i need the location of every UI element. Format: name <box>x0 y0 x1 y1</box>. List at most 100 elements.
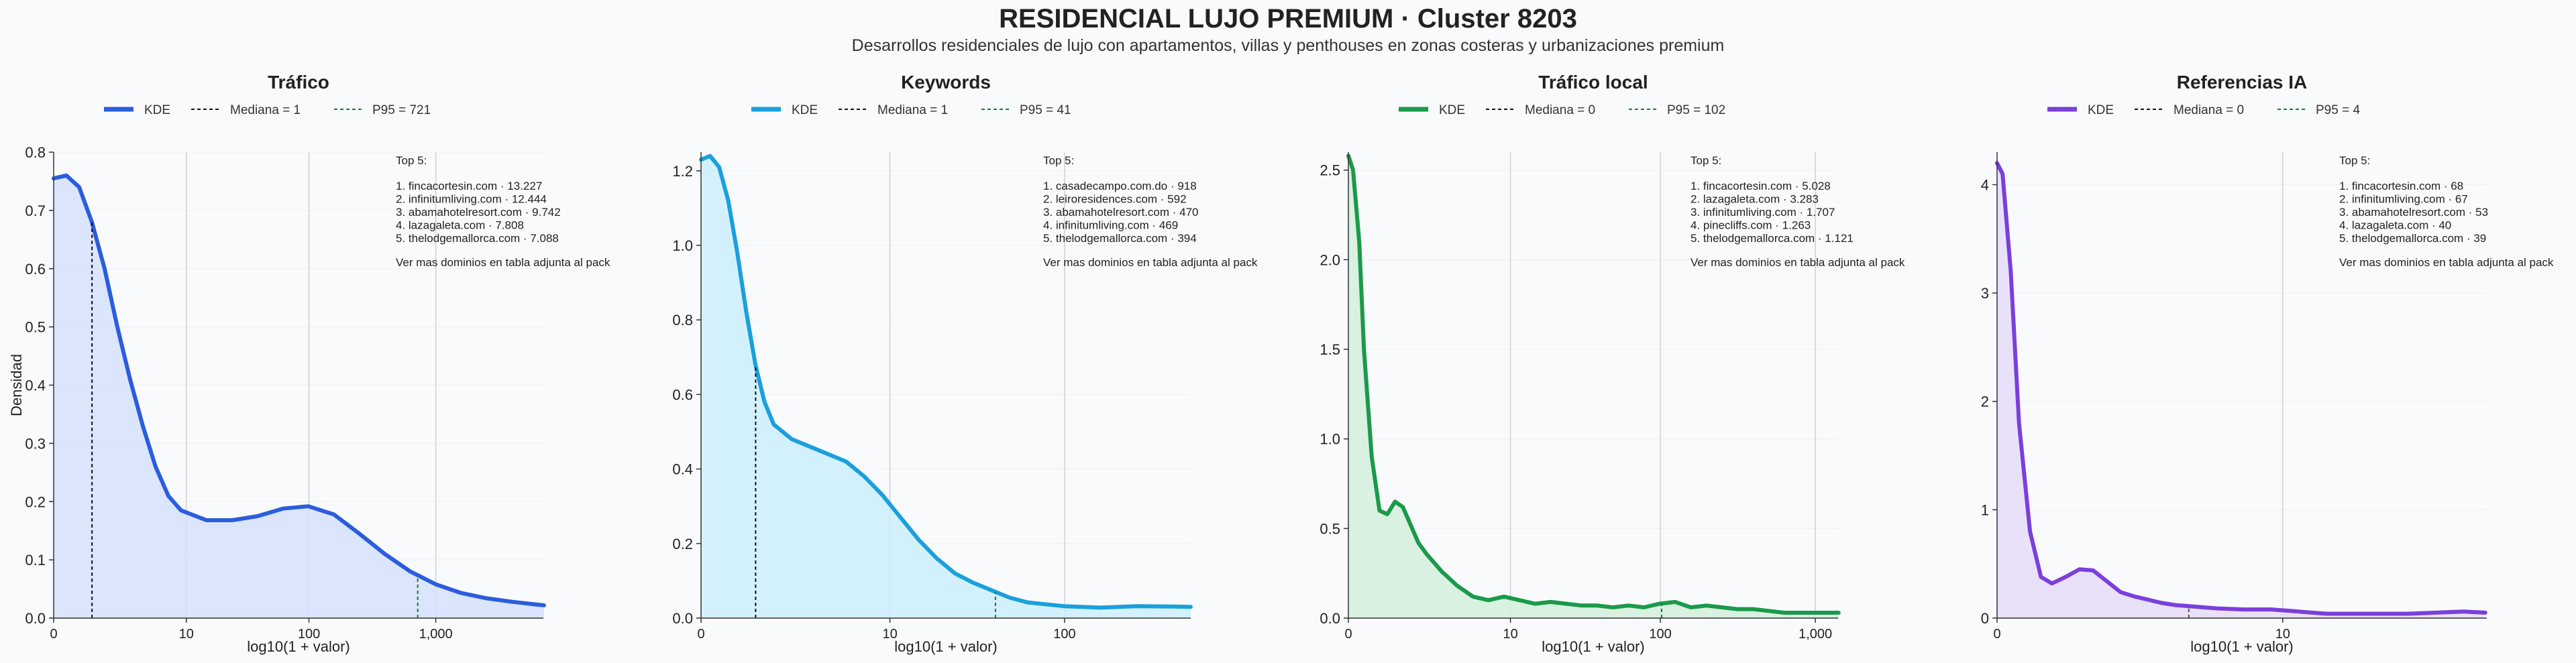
y-tick-label: 0.0 <box>672 610 693 627</box>
y-tick-label: 4 <box>1981 176 1989 193</box>
y-tick-label: 1.5 <box>1320 341 1340 358</box>
x-tick-label: 0 <box>1344 627 1352 642</box>
x-tick-label: 100 <box>1649 627 1671 642</box>
x-tick-label: 10 <box>1503 627 1517 642</box>
x-tick-label: 10 <box>2275 627 2290 642</box>
y-tick-label: 0.2 <box>25 493 46 510</box>
top5-heading: Top 5: <box>396 154 427 167</box>
kde-line <box>699 154 1193 610</box>
top5-footer-note: Ver mas dominios en tabla adjunta al pac… <box>1690 256 1905 269</box>
page-title: RESIDENCIAL LUJO PREMIUM · Cluster 8203 <box>999 4 1577 34</box>
top5-item: 2. infinitumliving.com · 12.444 <box>396 193 547 206</box>
legend-median-label: Mediana = 1 <box>230 103 301 117</box>
chart-panel-2: Keywords KDE Mediana = 1 P95 = 41 0.0 0.2 0.4 0… <box>672 72 1258 655</box>
kde-area <box>701 156 1191 619</box>
y-tick-label: 0.0 <box>25 610 46 627</box>
x-tick-label: 100 <box>298 627 320 642</box>
x-tick-label: 1,000 <box>419 627 453 642</box>
kde-line <box>52 173 546 607</box>
legend-p95-label: P95 = 102 <box>1667 103 1725 117</box>
legend-kde-label: KDE <box>2088 103 2114 117</box>
chart-legend: KDE Mediana = 1 P95 = 721 <box>104 103 431 117</box>
y-tick-label: 1 <box>1981 501 1989 518</box>
top5-heading: Top 5: <box>2339 154 2370 167</box>
x-axis-label: log10(1 + valor) <box>2190 638 2293 655</box>
legend-p95-label: P95 = 4 <box>2316 103 2360 117</box>
x-axis-label: log10(1 + valor) <box>894 638 997 655</box>
x-axis-label: log10(1 + valor) <box>1542 638 1644 655</box>
legend-p95-label: P95 = 721 <box>372 103 431 117</box>
y-tick-label: 2.5 <box>1320 162 1340 179</box>
chart-panel-1: Tráfico KDE Mediana = 1 P95 = 721 0.0 0.1 0.2 0… <box>8 72 610 655</box>
chart-panel-4: Referencias IA KDE Mediana = 0 P95 = 4 0 1 2 3 4… <box>1981 72 2554 655</box>
chart-title: Tráfico <box>268 72 329 93</box>
plot-area <box>1348 152 1838 618</box>
top5-item: 4. lazagaleta.com · 40 <box>2339 219 2451 232</box>
y-tick-label: 1.2 <box>672 163 693 180</box>
top5-heading: Top 5: <box>1690 154 1721 167</box>
chart-legend: KDE Mediana = 0 P95 = 102 <box>1399 103 1725 117</box>
legend-median-label: Mediana = 1 <box>877 103 948 117</box>
x-tick-label: 100 <box>1053 627 1075 642</box>
y-tick-label: 1.0 <box>672 237 693 254</box>
x-tick-label: 0 <box>697 627 704 642</box>
legend-median-label: Mediana = 0 <box>2174 103 2244 117</box>
top5-item: 1. casadecampo.com.do · 918 <box>1043 180 1197 192</box>
y-tick-label: 1.0 <box>1320 431 1340 448</box>
top5-item: 4. pinecliffs.com · 1.263 <box>1690 219 1811 232</box>
legend-kde-label: KDE <box>144 103 170 117</box>
y-tick-label: 0.3 <box>25 435 46 452</box>
y-tick-label: 0.1 <box>25 552 46 568</box>
top5-item: 2. leiroresidences.com · 592 <box>1043 193 1187 206</box>
y-tick-label: 0.7 <box>25 202 46 219</box>
y-tick-label: 0 <box>1981 610 1989 627</box>
y-tick-label: 0.4 <box>25 377 46 394</box>
chart-title: Referencias IA <box>2177 72 2308 93</box>
plot-area <box>1997 152 2487 618</box>
top5-item: 3. abamahotelresort.com · 470 <box>1043 206 1199 219</box>
kde-line <box>1995 161 2487 616</box>
top5-item: 3. abamahotelresort.com · 53 <box>2339 206 2488 219</box>
top5-item: 1. fincacortesin.com · 5.028 <box>1690 180 1831 192</box>
y-tick-label: 2 <box>1981 394 1989 410</box>
y-tick-label: 0.2 <box>672 536 693 552</box>
y-tick-label: 0.6 <box>25 261 46 278</box>
y-tick-label: 0.5 <box>1320 520 1340 537</box>
y-tick-label: 0.8 <box>672 312 693 328</box>
top5-item: 2. infinitumliving.com · 67 <box>2339 193 2468 206</box>
top5-item: 4. lazagaleta.com · 7.808 <box>396 219 524 232</box>
top5-footer-note: Ver mas dominios en tabla adjunta al pac… <box>1043 256 1258 269</box>
top5-annotation: Top 5: 1. fincacortesin.com · 682. infini… <box>2339 154 2554 269</box>
x-tick-label: 1,000 <box>1799 627 1832 642</box>
chart-panel-3: Tráfico local KDE Mediana = 0 P95 = 102 0.0 0… <box>1320 72 1905 655</box>
y-tick-label: 0.8 <box>25 144 46 161</box>
legend-kde-label: KDE <box>792 103 818 117</box>
legend-kde-label: KDE <box>1439 103 1465 117</box>
top5-item: 5. thelodgemallorca.com · 7.088 <box>396 232 559 245</box>
y-axis-label: Densidad <box>8 354 25 416</box>
top5-item: 5. thelodgemallorca.com · 39 <box>2339 232 2486 245</box>
top5-footer-note: Ver mas dominios en tabla adjunta al pac… <box>2339 256 2554 269</box>
top5-item: 5. thelodgemallorca.com · 394 <box>1043 232 1197 245</box>
top5-item: 5. thelodgemallorca.com · 1.121 <box>1690 232 1854 245</box>
top5-item: 3. abamahotelresort.com · 9.742 <box>396 206 561 219</box>
y-tick-label: 2.0 <box>1320 251 1340 268</box>
x-axis-label: log10(1 + valor) <box>247 638 350 655</box>
x-tick-label: 10 <box>179 627 194 642</box>
x-tick-label: 10 <box>882 627 897 642</box>
kde-area <box>1348 156 1839 619</box>
y-tick-label: 0.5 <box>25 319 46 336</box>
top5-heading: Top 5: <box>1043 154 1074 167</box>
legend-p95-label: P95 = 41 <box>1020 103 1071 117</box>
top5-footer-note: Ver mas dominios en tabla adjunta al pac… <box>396 256 610 269</box>
y-tick-label: 0.4 <box>672 461 693 478</box>
y-tick-label: 0.6 <box>672 386 693 403</box>
chart-legend: KDE Mediana = 1 P95 = 41 <box>751 103 1071 117</box>
top5-item: 1. fincacortesin.com · 13.227 <box>396 180 542 192</box>
top5-item: 2. lazagaleta.com · 3.283 <box>1690 193 1819 206</box>
y-tick-label: 3 <box>1981 285 1989 302</box>
